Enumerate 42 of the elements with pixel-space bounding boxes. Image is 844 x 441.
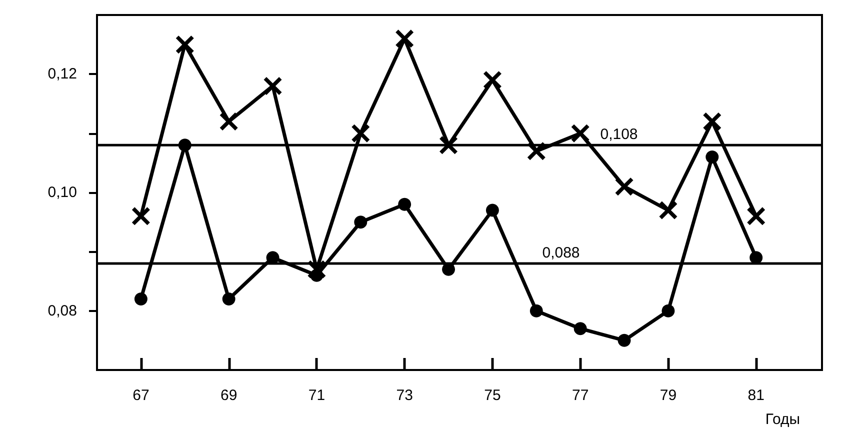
x-tick-label: 77 — [572, 387, 589, 404]
point — [747, 207, 766, 226]
point — [440, 136, 458, 154]
point — [750, 251, 763, 264]
ref-line-label: 0,088 — [542, 244, 580, 262]
x-tick-label: 71 — [308, 387, 326, 404]
y-tick-label: 0,10 — [48, 184, 77, 201]
point — [574, 322, 587, 336]
point — [354, 216, 368, 229]
point — [134, 292, 148, 306]
point — [530, 304, 543, 318]
point — [220, 112, 238, 130]
point — [486, 204, 499, 217]
x-tick-label: 67 — [132, 387, 150, 404]
point — [527, 142, 546, 160]
x-tick-label: 81 — [748, 387, 764, 404]
point — [132, 207, 150, 226]
point — [222, 292, 236, 306]
point — [176, 36, 194, 54]
point — [706, 150, 719, 164]
y-tick-label: 0,08 — [48, 302, 77, 320]
point — [618, 334, 631, 347]
point — [264, 77, 282, 95]
point — [571, 124, 590, 142]
y-tick-label: 0,12 — [48, 66, 77, 83]
point — [266, 251, 280, 264]
point — [703, 112, 722, 130]
x-tick-label: 75 — [484, 387, 501, 404]
x-tick-label: 69 — [220, 387, 238, 404]
ref-line-label: 0,108 — [600, 126, 638, 144]
point — [442, 262, 456, 276]
point — [178, 138, 192, 152]
point — [659, 201, 678, 220]
point — [396, 30, 414, 48]
point — [662, 304, 675, 318]
x-tick-label: 79 — [660, 387, 677, 404]
point — [483, 71, 502, 90]
point — [352, 124, 370, 142]
point — [615, 178, 634, 196]
point — [398, 198, 412, 211]
x-tick-label: 73 — [396, 387, 413, 404]
x-axis-title: Годы — [765, 411, 800, 428]
